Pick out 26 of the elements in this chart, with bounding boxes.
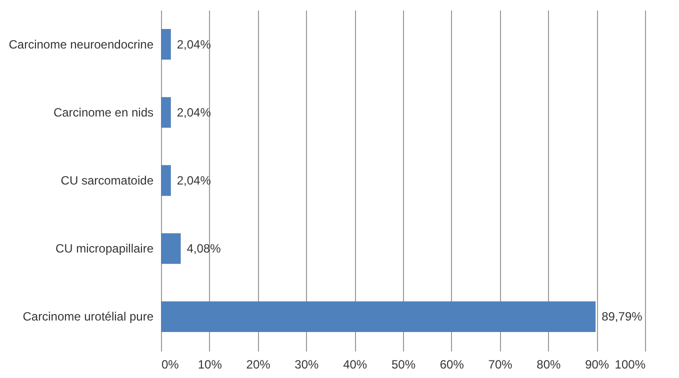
x-tick-label: 90%	[585, 358, 610, 372]
data-label: 4,08%	[186, 242, 222, 256]
y-tick-label: Carcinome urotélial pure	[22, 310, 154, 324]
x-tick-label: 40%	[343, 358, 368, 372]
x-tick-label: 20%	[246, 358, 271, 372]
x-tick-label: 30%	[294, 358, 320, 372]
y-tick-label: CU micropapillaire	[55, 242, 154, 256]
x-tick-label: 10%	[198, 358, 222, 372]
y-tick-label: CU sarcomatoide	[60, 174, 154, 188]
x-tick-label: 0%	[162, 358, 180, 372]
bar	[161, 29, 171, 60]
bar	[161, 233, 181, 264]
x-tick-label: 60%	[440, 358, 464, 372]
data-label: 2,04%	[176, 174, 212, 188]
y-tick-label: Carcinome en nids	[53, 105, 154, 120]
x-tick-label: 50%	[391, 358, 416, 372]
data-label: 2,04%	[176, 37, 212, 52]
x-tick-label: 80%	[536, 358, 562, 372]
bar	[161, 97, 171, 128]
y-tick-label: Carcinome neuroendocrine	[8, 37, 154, 52]
x-tick-label: 70%	[488, 358, 513, 372]
data-label: 2,04%	[176, 105, 212, 120]
bar	[161, 165, 171, 196]
bar	[161, 301, 596, 332]
x-tick-label: 100%	[614, 358, 646, 372]
data-label: 89,79%	[602, 310, 643, 324]
